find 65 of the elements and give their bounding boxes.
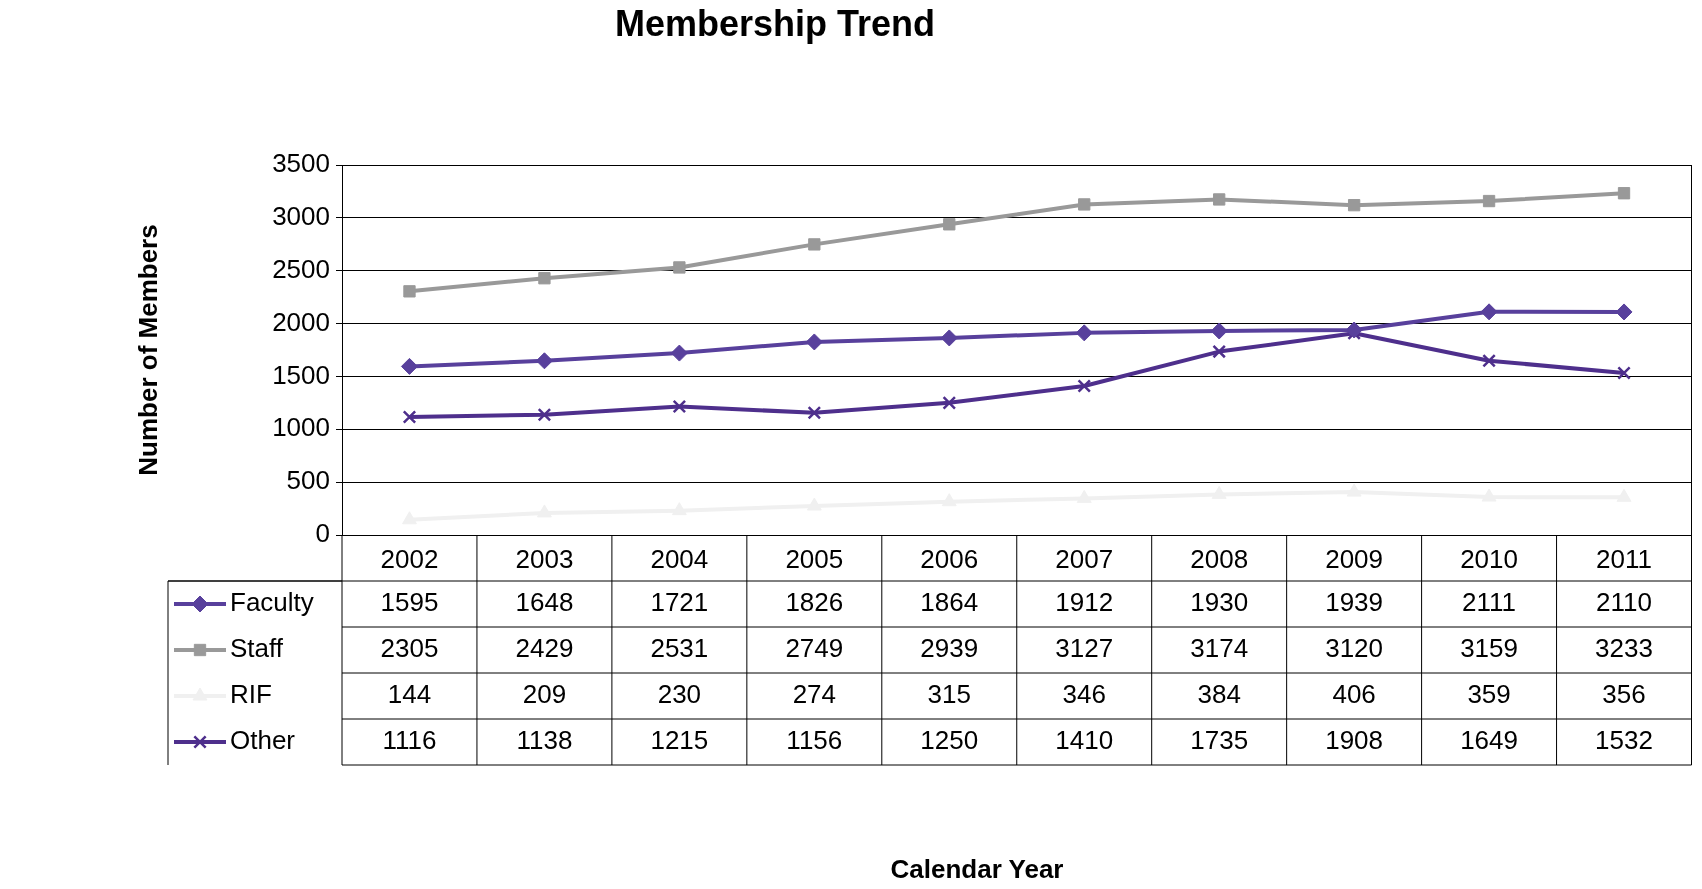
data-label: 2110 — [1596, 587, 1652, 618]
text: Calendar Year — [890, 854, 1064, 885]
data-label: 274 — [792, 679, 837, 710]
data-label: 315 — [927, 679, 971, 710]
data-label: 1649 — [1460, 725, 1518, 756]
data-label: 1156 — [786, 725, 843, 756]
data-label: 2111 — [1462, 587, 1517, 618]
data-label: 1721 — [650, 587, 709, 618]
data-label: 1532 — [1595, 725, 1653, 756]
data-label: 406 — [1332, 679, 1376, 710]
data-label: 1735 — [1190, 725, 1249, 756]
x-tick-label: 2002 — [380, 543, 439, 574]
data-label: 1930 — [1190, 587, 1249, 618]
y-tick-label: 3000 — [272, 201, 330, 232]
data-label: 359 — [1467, 679, 1511, 710]
y-tick-label: 1500 — [272, 359, 330, 390]
x-tick-label: 2006 — [920, 543, 979, 574]
y-tick-label: 3500 — [272, 148, 330, 179]
data-label: 209 — [522, 679, 567, 710]
legend-label: RIF — [230, 679, 272, 710]
x-tick-label: 2003 — [515, 543, 574, 574]
y-tick-label: 1000 — [272, 412, 330, 443]
data-label: 2749 — [785, 633, 844, 664]
data-label: 1410 — [1055, 725, 1114, 756]
data-label: 3233 — [1595, 633, 1653, 664]
x-tick-label: 2010 — [1460, 543, 1518, 574]
data-label: 3120 — [1325, 633, 1384, 664]
data-label: 1908 — [1325, 725, 1384, 756]
data-label: 230 — [657, 679, 702, 710]
data-label: 3159 — [1460, 633, 1518, 664]
data-label: 1826 — [785, 587, 844, 618]
data-label: 346 — [1062, 679, 1106, 710]
x-tick-label: 2004 — [650, 543, 709, 574]
data-label: 1215 — [650, 725, 709, 756]
y-tick-label: 2500 — [272, 253, 330, 284]
data-label: 1250 — [920, 725, 979, 756]
data-label: 2305 — [380, 633, 439, 664]
legend-label: Other — [230, 725, 296, 756]
x-tick-label: 2005 — [785, 543, 844, 574]
data-label: 1595 — [380, 587, 439, 618]
data-label: 1864 — [920, 587, 979, 618]
legend-label: Staff — [230, 633, 284, 664]
x-tick-label: 2009 — [1325, 543, 1384, 574]
data-label: 3174 — [1190, 633, 1249, 664]
data-label: 1116 — [382, 725, 437, 756]
x-tick-label: 2008 — [1190, 543, 1249, 574]
y-axis-title: Number of Members — [133, 224, 164, 476]
data-label: 1912 — [1055, 587, 1114, 618]
x-tick-label: 2011 — [1596, 543, 1652, 574]
y-tick-label: 2000 — [272, 306, 330, 337]
chart-title: Membership Trend — [614, 2, 936, 44]
data-label: 144 — [387, 679, 432, 710]
data-label: 3127 — [1055, 633, 1114, 664]
data-label: 1138 — [516, 725, 573, 756]
y-tick-label: 500 — [286, 465, 330, 496]
data-label: 384 — [1197, 679, 1241, 710]
data-label: 1939 — [1325, 587, 1384, 618]
data-label: 1648 — [515, 587, 574, 618]
legend-label: Faculty — [230, 587, 314, 618]
x-tick-label: 2007 — [1055, 543, 1114, 574]
data-label: 2429 — [515, 633, 574, 664]
y-tick-label: 0 — [315, 518, 330, 549]
data-label: 2531 — [650, 633, 709, 664]
data-label: 356 — [1602, 679, 1646, 710]
data-label: 2939 — [920, 633, 979, 664]
